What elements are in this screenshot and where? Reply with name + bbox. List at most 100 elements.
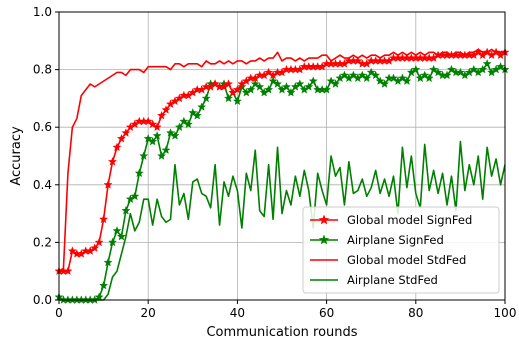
y-tick-label: 0.6 bbox=[33, 120, 52, 134]
data-point bbox=[148, 136, 158, 146]
data-point bbox=[161, 145, 171, 155]
data-point bbox=[442, 70, 452, 80]
data-point bbox=[165, 128, 176, 137]
data-point bbox=[491, 47, 501, 57]
data-point bbox=[108, 237, 118, 247]
data-point bbox=[473, 47, 483, 57]
data-point bbox=[103, 257, 113, 267]
data-point bbox=[108, 157, 118, 166]
data-point bbox=[116, 231, 126, 241]
legend-item: Airplane StdFed bbox=[310, 273, 438, 287]
plot-frame bbox=[58, 11, 506, 301]
data-point bbox=[482, 47, 492, 57]
axis-ticks: 0 20 40 60 80 100 0.0 0.2 0.4 0.6 0.8 1.0 bbox=[33, 5, 517, 320]
legend-marker bbox=[318, 234, 330, 245]
data-point bbox=[246, 85, 256, 94]
data-point bbox=[152, 131, 162, 140]
data-point bbox=[469, 64, 479, 74]
data-point bbox=[94, 237, 104, 247]
y-tick-label: 0.4 bbox=[33, 178, 52, 192]
data-point bbox=[201, 93, 211, 103]
data-point bbox=[264, 67, 274, 77]
y-tick-label: 0.2 bbox=[33, 235, 52, 249]
y-axis-label: Accuracy bbox=[9, 126, 24, 186]
data-point bbox=[281, 82, 291, 91]
x-tick-label: 20 bbox=[141, 306, 156, 320]
data-point bbox=[183, 119, 193, 129]
data-point bbox=[237, 82, 247, 91]
series-line bbox=[58, 48, 505, 272]
series-line bbox=[59, 140, 506, 301]
y-tick-label: 1.0 bbox=[33, 5, 52, 19]
data-point bbox=[143, 133, 153, 143]
data-point bbox=[402, 76, 412, 85]
legend-marker bbox=[318, 214, 330, 225]
data-point bbox=[286, 87, 296, 97]
data-point bbox=[362, 73, 372, 83]
data-point bbox=[250, 79, 260, 88]
data-point bbox=[424, 73, 434, 83]
x-tick-label: 60 bbox=[319, 306, 334, 320]
x-tick-label: 0 bbox=[55, 306, 63, 320]
data-point bbox=[134, 168, 144, 178]
data-point bbox=[433, 67, 443, 77]
legend-label: Airplane SignFed bbox=[347, 233, 444, 247]
data-point bbox=[232, 85, 242, 94]
data-point bbox=[174, 122, 184, 132]
data-point bbox=[268, 76, 278, 85]
series-airplane-stdfed bbox=[59, 140, 506, 301]
data-point bbox=[339, 70, 349, 80]
legend-item: Global model StdFed bbox=[310, 253, 466, 267]
data-point bbox=[478, 64, 488, 74]
legend-label: Global model StdFed bbox=[347, 253, 466, 267]
series-global-model-signfed bbox=[54, 47, 510, 276]
data-point bbox=[192, 110, 202, 120]
data-point bbox=[148, 119, 158, 129]
legend: Global model SignFed Airplane SignFed Glob… bbox=[302, 206, 500, 294]
data-point bbox=[210, 79, 220, 88]
y-tick-label: 0.8 bbox=[33, 63, 52, 77]
x-axis-label: Communication rounds bbox=[206, 325, 357, 340]
data-point bbox=[455, 67, 465, 77]
legend-box bbox=[302, 206, 500, 294]
data-point bbox=[170, 131, 180, 140]
data-point bbox=[348, 70, 358, 80]
data-point bbox=[188, 108, 198, 117]
x-tick-label: 40 bbox=[230, 306, 245, 320]
data-point bbox=[161, 105, 171, 114]
x-tick-label: 80 bbox=[408, 306, 423, 320]
series-global-model-stdfed bbox=[58, 48, 505, 272]
data-point bbox=[420, 70, 430, 80]
data-point bbox=[223, 93, 233, 103]
data-point bbox=[116, 133, 126, 143]
data-point bbox=[380, 79, 390, 88]
data-point bbox=[157, 110, 167, 120]
data-point bbox=[232, 96, 242, 106]
data-point bbox=[371, 70, 381, 80]
data-point bbox=[331, 79, 341, 88]
data-point bbox=[482, 59, 492, 68]
data-point bbox=[99, 214, 109, 224]
data-point bbox=[121, 205, 131, 215]
data-point bbox=[429, 64, 439, 74]
data-point bbox=[496, 61, 506, 71]
data-point bbox=[273, 79, 283, 88]
data-point bbox=[139, 151, 149, 160]
data-point bbox=[112, 226, 122, 235]
series-airplane-signfed bbox=[54, 59, 510, 304]
data-point bbox=[308, 76, 318, 85]
data-point bbox=[94, 292, 104, 301]
series-layer bbox=[54, 47, 510, 304]
data-point bbox=[223, 79, 233, 88]
data-point bbox=[446, 64, 456, 74]
data-point bbox=[130, 191, 140, 201]
data-point bbox=[103, 180, 113, 189]
legend-item: Global model SignFed bbox=[310, 213, 472, 227]
data-point bbox=[121, 128, 131, 137]
legend-item: Airplane SignFed bbox=[310, 233, 444, 247]
data-point bbox=[357, 70, 367, 80]
data-point bbox=[322, 85, 332, 94]
data-point bbox=[388, 73, 399, 83]
legend-label: Global model SignFed bbox=[347, 213, 472, 227]
